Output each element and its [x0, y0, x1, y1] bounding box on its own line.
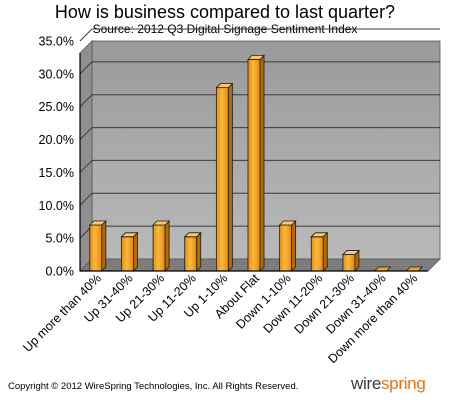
bar-front — [152, 224, 166, 272]
bar-top — [215, 83, 234, 89]
bar-top — [310, 232, 329, 238]
back-wall — [91, 40, 441, 260]
y-tick-labels: 0.0% 5.0% 10.0% 15.0% 20.0% 25.0% 30.0% 35.0% — [39, 35, 74, 279]
bar-top — [247, 55, 265, 60]
bar-side — [227, 82, 233, 272]
y-tick-label: 30.0% — [39, 67, 74, 81]
bar-front — [279, 224, 293, 272]
bar-side — [164, 220, 170, 272]
bar-front — [215, 87, 229, 272]
bar-front — [89, 224, 103, 272]
bar — [152, 220, 171, 272]
y-tick-label: 35.0% — [39, 35, 74, 49]
chart-title: How is business compared to last quarter… — [54, 2, 396, 22]
bar-front — [247, 59, 261, 272]
bar-side — [133, 231, 138, 272]
bar-front — [310, 236, 324, 272]
bar-top — [278, 220, 297, 226]
gridline-side — [79, 127, 93, 140]
bar — [88, 220, 107, 272]
y-tick-label: 25.0% — [39, 100, 74, 114]
gridline-side — [79, 61, 93, 75]
bars — [88, 54, 424, 272]
y-tick-label: 5.0% — [46, 232, 75, 246]
axes — [79, 53, 428, 272]
bar-front — [121, 236, 134, 272]
logo-wire-text: wire — [351, 374, 381, 393]
bar — [310, 231, 329, 272]
bar-top — [152, 220, 171, 226]
copyright-text: Copyright © 2012 WireSpring Technologies… — [8, 381, 299, 392]
y-tick-label: 20.0% — [39, 133, 74, 147]
gridline-side — [79, 28, 93, 42]
gridline-side — [79, 94, 93, 108]
y-tick-label: 0.0% — [46, 265, 75, 279]
bar — [247, 54, 265, 272]
bar — [278, 220, 297, 272]
bar-side — [291, 220, 297, 272]
bar — [183, 231, 202, 272]
gridline-side — [79, 192, 93, 206]
bar-front — [342, 254, 356, 272]
logo-spring-text: spring — [380, 374, 426, 393]
gridline-side — [79, 160, 93, 173]
y-tick-label: 15.0% — [39, 166, 74, 180]
bar-top — [183, 232, 202, 238]
bar — [120, 231, 139, 272]
gridlines — [79, 28, 440, 239]
bar-top — [120, 232, 139, 238]
bar-side — [259, 54, 265, 272]
bar-front — [184, 236, 198, 272]
bar — [215, 82, 234, 272]
bar-side — [101, 220, 107, 272]
x-tick-labels: Up more than 40%Up 31-40%Up 21-30%Up 11-… — [20, 271, 420, 366]
bar-top — [341, 250, 360, 255]
y-tick-label: 10.0% — [39, 199, 74, 213]
bar-top — [88, 220, 107, 226]
bar-side — [322, 231, 328, 272]
bar — [341, 249, 360, 272]
wirespring-logo: wirespring — [351, 374, 426, 394]
bar-side — [196, 231, 202, 272]
